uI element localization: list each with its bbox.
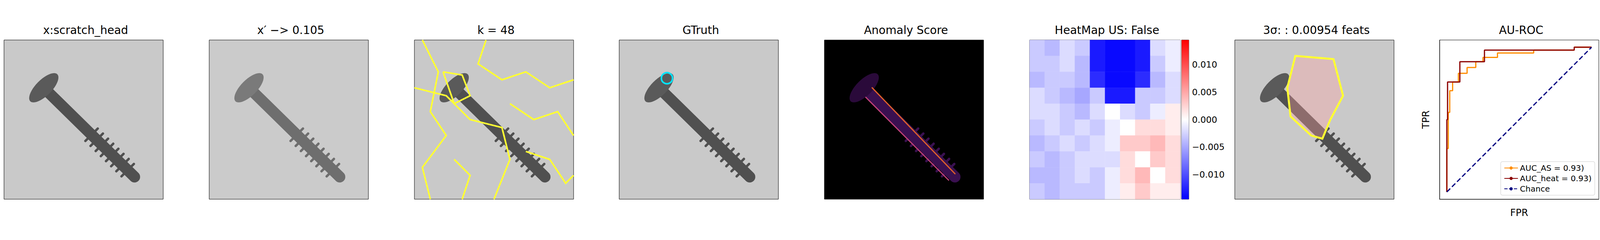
svg-text:AUC_AS = 0.93): AUC_AS = 0.93) [1520,163,1584,173]
svg-text:x′ −> 0.105: x′ −> 0.105 [257,23,325,37]
svg-text:AUC_heat = 0.93): AUC_heat = 0.93) [1520,173,1592,184]
svg-text:0.010: 0.010 [1192,59,1218,70]
svg-text:0.000: 0.000 [1192,114,1218,125]
svg-text:k = 48: k = 48 [477,23,515,37]
svg-text:FPR: FPR [1510,207,1529,219]
svg-text:AU-ROC: AU-ROC [1499,23,1544,37]
svg-text:Chance: Chance [1520,184,1550,194]
svg-text:3σ: : 0.00954 feats: 3σ: : 0.00954 feats [1263,23,1370,37]
svg-text:0.005: 0.005 [1192,87,1218,98]
svg-text:HeatMap US: False: HeatMap US: False [1054,23,1160,37]
svg-text:TPR: TPR [1420,110,1432,130]
svg-text:−0.005: −0.005 [1192,142,1225,152]
svg-text:GTruth: GTruth [682,23,720,37]
svg-text:Anomaly Score: Anomaly Score [864,23,948,37]
svg-text:−0.010: −0.010 [1192,169,1225,180]
svg-text:x:scratch_head: x:scratch_head [43,23,129,37]
